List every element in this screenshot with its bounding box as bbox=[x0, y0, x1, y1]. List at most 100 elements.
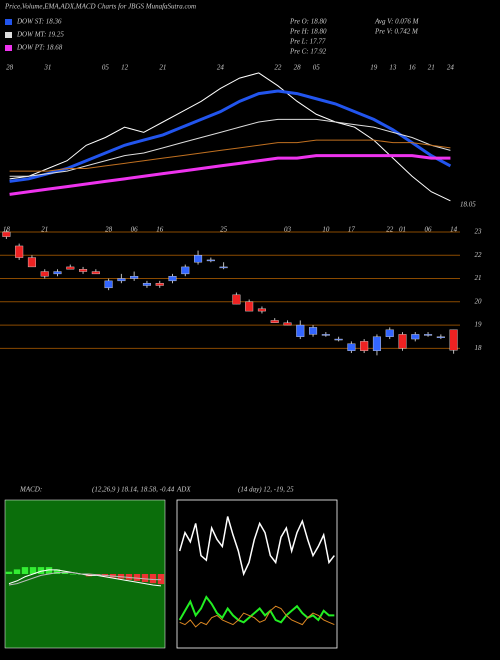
candle-body bbox=[27, 257, 36, 268]
macd-hist-bar bbox=[157, 574, 165, 585]
candle-body bbox=[15, 245, 24, 258]
y-tick-label: 19 bbox=[475, 321, 483, 329]
macd-hist-bar bbox=[21, 567, 29, 574]
adx-line bbox=[178, 516, 335, 577]
y-tick-label: 22 bbox=[475, 251, 483, 259]
x-tick-label: 31 bbox=[43, 64, 51, 72]
macd-hist-bar bbox=[5, 571, 13, 574]
x-tick-label: 22 bbox=[274, 64, 282, 72]
x-tick-label: 19 bbox=[370, 64, 378, 72]
adx-subtitle: (14 day) 12, -19, 25 bbox=[238, 486, 294, 494]
x-tick-label: 28 bbox=[294, 64, 302, 72]
candle-body bbox=[283, 322, 292, 326]
candle-body bbox=[424, 334, 433, 336]
macd-line bbox=[8, 569, 162, 587]
header-note: Pre L: 17.77 bbox=[289, 38, 326, 46]
y-tick-label: 20 bbox=[475, 297, 483, 305]
x-tick-label: 24 bbox=[447, 64, 455, 72]
x-tick-label: 25 bbox=[220, 226, 228, 234]
macd-hist-bar bbox=[29, 567, 37, 574]
candle-body bbox=[40, 271, 49, 277]
macd-hist-bar bbox=[141, 574, 149, 583]
candle-body bbox=[117, 278, 126, 282]
x-tick-label: 21 bbox=[159, 64, 166, 72]
adx-title: ADX bbox=[176, 486, 191, 494]
candle-body bbox=[296, 324, 305, 337]
x-tick-label: 05 bbox=[313, 64, 321, 72]
adx-panel bbox=[176, 499, 338, 649]
x-tick-label: 06 bbox=[131, 226, 139, 234]
header-note: DOW ST: 18.36 bbox=[16, 18, 62, 26]
price-line bbox=[9, 139, 451, 172]
legend-swatch bbox=[5, 45, 12, 51]
y-tick-label: 18 bbox=[475, 344, 483, 352]
candle-body bbox=[321, 334, 330, 336]
x-tick-label: 13 bbox=[389, 64, 397, 72]
candle-body bbox=[245, 301, 254, 312]
candle-body bbox=[155, 282, 164, 286]
macd-hist-bar bbox=[133, 574, 141, 581]
candle-body bbox=[360, 341, 369, 351]
candle-body bbox=[142, 282, 151, 286]
y-tick-label: 21 bbox=[475, 274, 482, 282]
candle-body bbox=[194, 255, 203, 263]
macd-line bbox=[8, 572, 162, 586]
header-note: Pre C: 17.92 bbox=[289, 48, 327, 56]
macd-hist-bar bbox=[149, 574, 157, 584]
x-tick-label: 28 bbox=[6, 64, 14, 72]
x-tick-label: 01 bbox=[399, 226, 406, 234]
x-tick-label: 16 bbox=[409, 64, 417, 72]
x-tick-label: 21 bbox=[428, 64, 435, 72]
last-price-label: 18.05 bbox=[460, 201, 476, 209]
x-tick-label: 24 bbox=[217, 64, 225, 72]
x-tick-label: 14 bbox=[450, 226, 458, 234]
candle-body bbox=[411, 334, 420, 340]
header-note: Pre H: 18.80 bbox=[289, 28, 327, 36]
candle-body bbox=[436, 336, 445, 338]
candle-body bbox=[168, 276, 177, 282]
macd-hist-bar bbox=[45, 567, 53, 574]
x-tick-label: 28 bbox=[105, 226, 113, 234]
price-line bbox=[9, 154, 451, 196]
candle-body bbox=[53, 271, 62, 275]
page-title: Price,Volume,EMA,ADX,MACD Charts for JBG… bbox=[4, 3, 196, 11]
header-note: DOW MT: 19.25 bbox=[16, 31, 64, 39]
price-line bbox=[9, 72, 451, 202]
macd-hist-bar bbox=[53, 569, 61, 574]
candle-body bbox=[372, 336, 381, 351]
adx-line bbox=[179, 605, 335, 628]
candle-body bbox=[206, 259, 215, 262]
candle-body bbox=[181, 266, 190, 275]
y-tick-label: 23 bbox=[475, 228, 483, 236]
candle-body bbox=[104, 280, 113, 289]
candle-body bbox=[257, 308, 266, 312]
candle-body bbox=[385, 329, 394, 337]
header-note: Pre V: 0.742 M bbox=[374, 28, 419, 36]
candle-body bbox=[79, 269, 88, 272]
candle-body bbox=[270, 320, 279, 323]
candle-body bbox=[219, 266, 228, 269]
candle-body bbox=[232, 294, 241, 305]
macd-hist-bar bbox=[37, 567, 45, 574]
x-tick-label: 16 bbox=[156, 226, 164, 234]
x-tick-label: 21 bbox=[41, 226, 48, 234]
candle-body bbox=[347, 343, 356, 351]
price-line bbox=[9, 118, 451, 177]
x-tick-label: 06 bbox=[425, 226, 433, 234]
price-line bbox=[9, 89, 452, 183]
header-note: Avg V: 0.076 M bbox=[374, 18, 420, 26]
candle-body bbox=[2, 231, 11, 237]
x-tick-label: 05 bbox=[102, 64, 110, 72]
x-tick-label: 12 bbox=[121, 64, 129, 72]
candle-body bbox=[130, 276, 139, 279]
candle-body bbox=[398, 334, 407, 349]
macd-hist-bar bbox=[69, 574, 77, 575]
candle-body bbox=[91, 271, 100, 275]
x-tick-label: 22 bbox=[386, 226, 394, 234]
x-tick-label: 17 bbox=[348, 226, 356, 234]
macd-hist-bar bbox=[13, 569, 21, 574]
macd-subtitle: (12,26,9 ) 18.14, 18.58, -0.44 bbox=[92, 486, 175, 494]
legend-swatch bbox=[5, 32, 12, 38]
header-note: DOW PT: 18.68 bbox=[16, 44, 63, 52]
